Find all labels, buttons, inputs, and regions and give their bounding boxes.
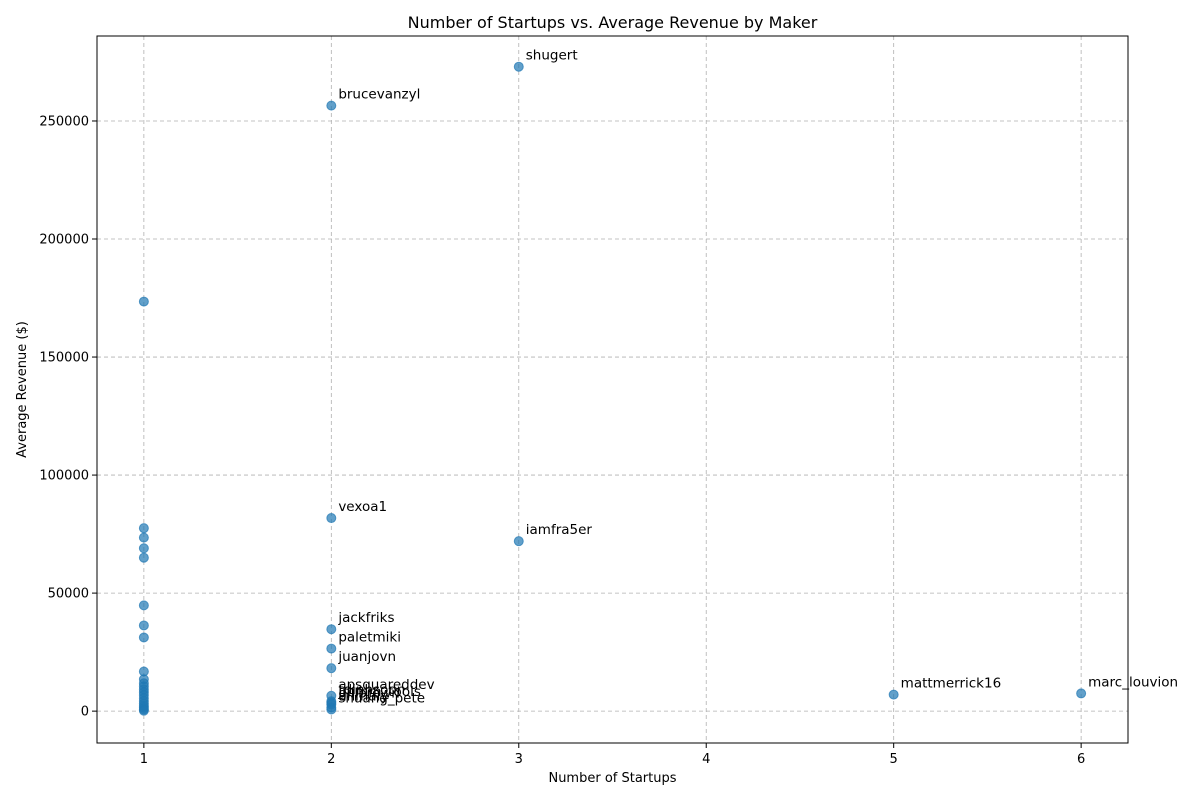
point-label: mattmerrick16 [901,676,1002,692]
y-tick-label: 100000 [39,469,89,484]
point-label: brucevanzyl [338,87,420,103]
point-label: jmmm_tools [337,684,421,700]
point-label: juanjovn [337,649,396,665]
point-label: vexoa1 [338,499,387,515]
y-tick-label: 150000 [39,351,89,366]
data-point [513,536,524,547]
data-point [326,663,337,674]
data-point [138,705,149,716]
point-labels: shugert brucevanzyl vexoa1 iamfra5er jackfri… [337,48,1178,707]
point-label: jackfriks [337,610,394,626]
point-label: gillbrown [338,686,400,702]
y-axis-title: Average Revenue ($) [15,321,30,458]
point-label: ahmaly [338,689,388,705]
y-axis: 0 50000 100000 150000 200000 250000 [39,114,97,720]
x-axis-title: Number of Startups [548,771,676,786]
y-tick-label: 200000 [39,233,89,248]
data-point [326,704,337,715]
y-tick-label: 0 [81,705,89,720]
x-tick-label: 2 [327,752,335,767]
data-point [138,532,149,543]
data-points [138,61,1087,716]
point-label: tdinhsoon [338,682,405,698]
data-point [1076,688,1087,699]
point-label: marc_louvion [1088,674,1178,690]
x-axis: 1 2 3 4 5 6 [140,743,1085,767]
data-point [138,543,149,554]
point-label: apsquareddev [338,677,434,693]
data-point [138,523,149,534]
y-tick-label: 250000 [39,114,89,129]
data-point [138,620,149,631]
data-point [326,624,337,635]
data-point [326,643,337,654]
data-point [326,513,337,524]
data-point [138,552,149,563]
data-point [138,600,149,611]
data-point [513,61,524,72]
data-point [138,632,149,643]
data-point [138,296,149,307]
y-tick-label: 50000 [48,587,89,602]
point-label: paletmiki [338,630,401,646]
x-tick-label: 5 [890,752,898,767]
data-point [888,689,899,700]
point-label: shuang_pete [338,690,425,706]
plot-area-frame [96,35,1129,744]
point-label: shugert [526,48,578,64]
x-tick-label: 4 [702,752,710,767]
x-tick-label: 1 [140,752,148,767]
chart-title: Number of Startups vs. Average Revenue b… [408,13,818,32]
x-tick-label: 3 [515,752,523,767]
point-label: iamfra5er [526,522,593,538]
x-tick-label: 6 [1077,752,1085,767]
data-point [326,100,337,111]
